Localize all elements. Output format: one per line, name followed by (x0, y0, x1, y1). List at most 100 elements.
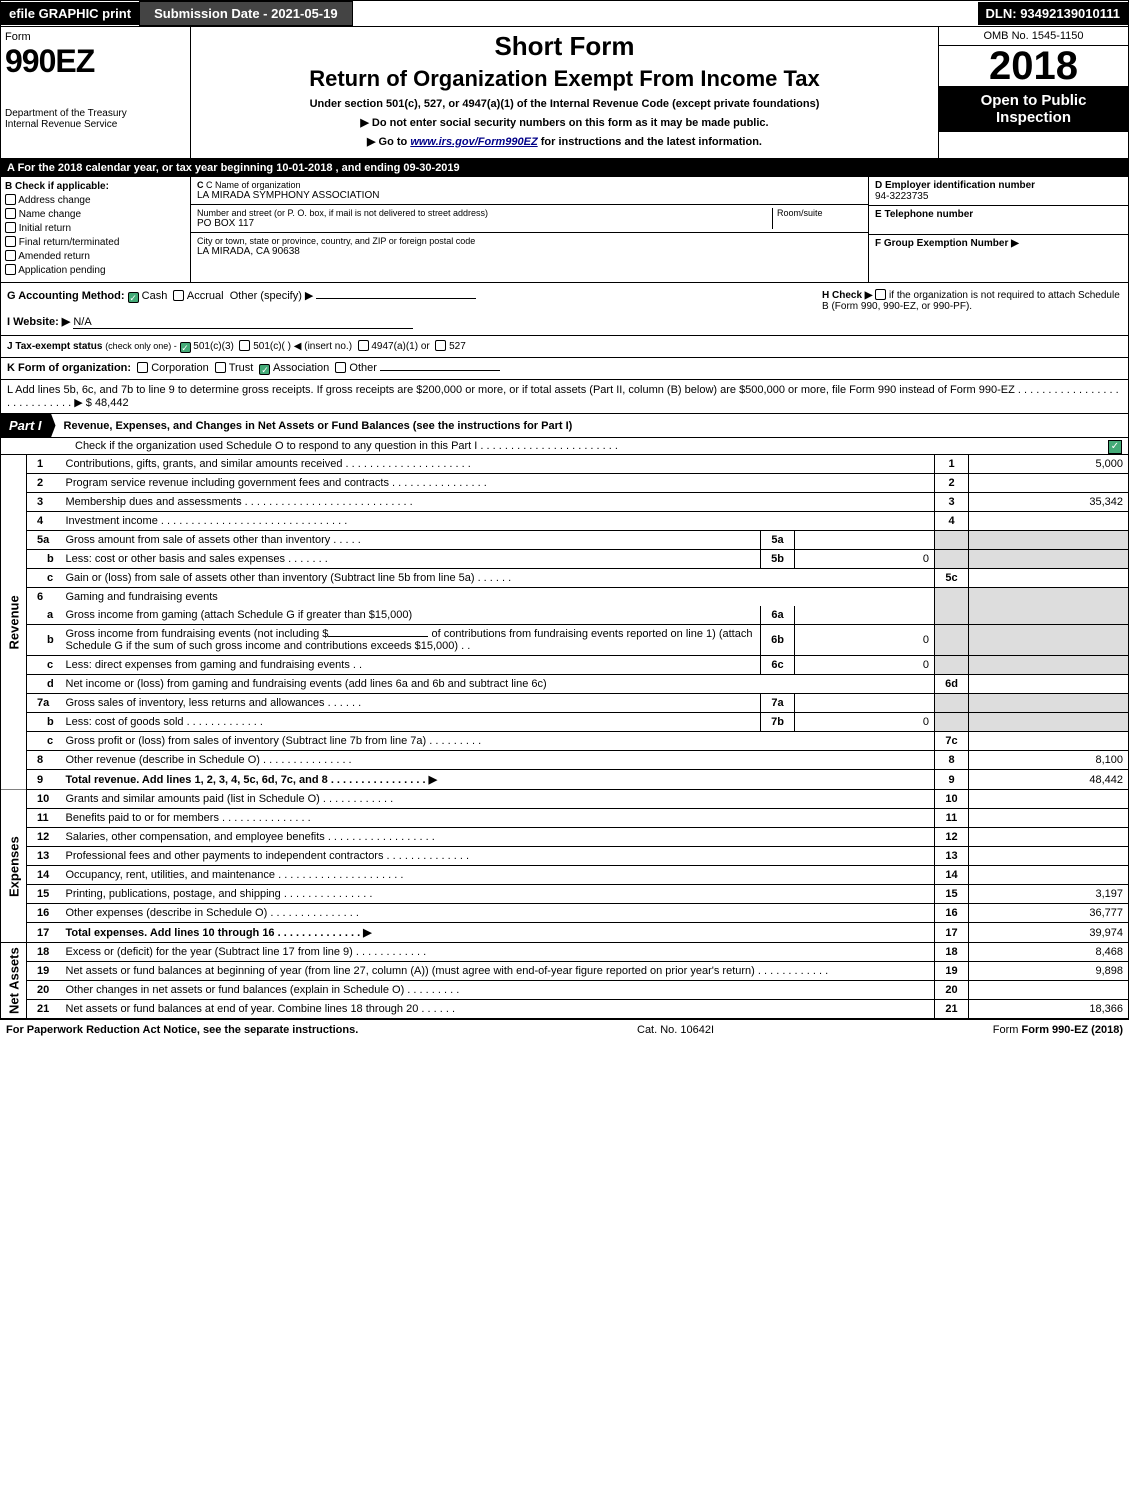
chk-address-change[interactable]: Address change (5, 194, 186, 206)
ln-7a-num: 7a (27, 694, 61, 713)
other-specify-input[interactable] (316, 298, 476, 299)
chk-501c[interactable] (239, 340, 250, 351)
ln-12-desc: Salaries, other compensation, and employ… (61, 828, 935, 847)
chk-association[interactable]: ✓ (259, 364, 270, 375)
chk-schedule-b-not-required[interactable] (875, 289, 886, 300)
line-7a: 7a Gross sales of inventory, less return… (1, 694, 1129, 713)
irs-link[interactable]: www.irs.gov/Form990EZ (410, 136, 537, 148)
ln-13-num: 13 (27, 847, 61, 866)
ln-6a-shade2 (969, 606, 1129, 625)
chk-accrual[interactable] (173, 290, 184, 301)
line-14: 14 Occupancy, rent, utilities, and maint… (1, 866, 1129, 885)
ln-1-val: 5,000 (969, 455, 1129, 474)
chk-501c3[interactable]: ✓ (180, 342, 191, 353)
line-19: 19 Net assets or fund balances at beginn… (1, 962, 1129, 981)
ln-17-num: 17 (27, 923, 61, 943)
irs-label: Internal Revenue Service (5, 119, 186, 130)
h-label: H Check ▶ (822, 290, 872, 301)
line-5a: 5a Gross amount from sale of assets othe… (1, 531, 1129, 550)
city-value: LA MIRADA, CA 90638 (197, 246, 862, 257)
chk-initial-return[interactable]: Initial return (5, 222, 186, 234)
ln-9-num: 9 (27, 770, 61, 790)
ln-11-val (969, 809, 1129, 828)
ln-18-val: 8,468 (969, 943, 1129, 962)
accounting-method: G Accounting Method: ✓ Cash Accrual Othe… (7, 289, 804, 329)
ln-5a-subbox: 5a (761, 531, 795, 550)
chk-amended-return[interactable]: Amended return (5, 250, 186, 262)
ln-7a-subval (795, 694, 935, 713)
ln-5b-subbox: 5b (761, 550, 795, 569)
ln-3-num: 3 (27, 493, 61, 512)
tax-year: 2018 (939, 46, 1128, 86)
tax-period-row: A For the 2018 calendar year, or tax yea… (0, 159, 1129, 177)
chk-trust[interactable] (215, 362, 226, 373)
chk-name-change[interactable]: Name change (5, 208, 186, 220)
chk-schedule-o-used[interactable]: ✓ (1108, 440, 1122, 454)
open-to-public-badge: Open to Public Inspection (939, 86, 1128, 132)
form-header: Form 990EZ Department of the Treasury In… (0, 27, 1129, 159)
page-footer: For Paperwork Reduction Act Notice, see … (0, 1019, 1129, 1040)
opt-4947: 4947(a)(1) or (371, 341, 429, 352)
ln-15-box: 15 (935, 885, 969, 904)
ln-5b-shade (935, 550, 969, 569)
chk-527[interactable] (435, 340, 446, 351)
ln-7b-shade2 (969, 713, 1129, 732)
period-prefix: A For the 2018 calendar year, or tax yea… (7, 162, 276, 174)
ln-2-box: 2 (935, 474, 969, 493)
top-bar: efile GRAPHIC print Submission Date - 20… (0, 0, 1129, 27)
chk-other-org[interactable] (335, 362, 346, 373)
ln-7a-shade2 (969, 694, 1129, 713)
street-label: Number and street (or P. O. box, if mail… (197, 208, 772, 218)
ln-6b-amount-input[interactable] (328, 636, 428, 637)
ln-7a-desc: Gross sales of inventory, less returns a… (61, 694, 761, 713)
line-11: 11 Benefits paid to or for members . . .… (1, 809, 1129, 828)
chk-final-return[interactable]: Final return/terminated (5, 236, 186, 248)
chk-application-pending[interactable]: Application pending (5, 264, 186, 276)
k-label: K Form of organization: (7, 362, 131, 374)
row-g-h: G Accounting Method: ✓ Cash Accrual Othe… (0, 283, 1129, 336)
footer-left: For Paperwork Reduction Act Notice, see … (6, 1024, 358, 1036)
other-org-input[interactable] (380, 370, 500, 371)
ln-13-desc: Professional fees and other payments to … (61, 847, 935, 866)
chk-corporation[interactable] (137, 362, 148, 373)
line-5c: c Gain or (loss) from sale of assets oth… (1, 569, 1129, 588)
ln-5c-num: c (27, 569, 61, 588)
ln-7b-desc: Less: cost of goods sold . . . . . . . .… (61, 713, 761, 732)
ln-14-num: 14 (27, 866, 61, 885)
line-4: 4 Investment income . . . . . . . . . . … (1, 512, 1129, 531)
chk-cash[interactable]: ✓ (128, 292, 139, 303)
ln-6-desc: Gaming and fundraising events (61, 588, 935, 607)
part-1-sub: Check if the organization used Schedule … (0, 438, 1129, 455)
line-8: 8 Other revenue (describe in Schedule O)… (1, 751, 1129, 770)
ln-5b-shade2 (969, 550, 1129, 569)
ln-21-num: 21 (27, 1000, 61, 1019)
ln-8-desc: Other revenue (describe in Schedule O) .… (61, 751, 935, 770)
chk-4947[interactable] (358, 340, 369, 351)
ln-7c-box: 7c (935, 732, 969, 751)
return-title: Return of Organization Exempt From Incom… (201, 66, 928, 92)
line-1: Revenue 1 Contributions, gifts, grants, … (1, 455, 1129, 474)
line-18: Net Assets 18 Excess or (deficit) for th… (1, 943, 1129, 962)
ln-7c-val (969, 732, 1129, 751)
line-15: 15 Printing, publications, postage, and … (1, 885, 1129, 904)
part-1-badge: Part I (1, 414, 56, 437)
ln-6b-subval: 0 (795, 625, 935, 656)
line-5b: b Less: cost or other basis and sales ex… (1, 550, 1129, 569)
ln-18-num: 18 (27, 943, 61, 962)
ln-9-box: 9 (935, 770, 969, 790)
ln-19-num: 19 (27, 962, 61, 981)
g-label: G Accounting Method: (7, 290, 125, 302)
lines-table: Revenue 1 Contributions, gifts, grants, … (0, 455, 1129, 1019)
city-label: City or town, state or province, country… (197, 236, 862, 246)
org-name-value: LA MIRADA SYMPHONY ASSOCIATION (197, 190, 862, 201)
line-2: 2 Program service revenue including gove… (1, 474, 1129, 493)
ln-5a-desc: Gross amount from sale of assets other t… (61, 531, 761, 550)
ln-3-desc: Membership dues and assessments . . . . … (61, 493, 935, 512)
ein-value: 94-3223735 (875, 191, 928, 202)
org-name-label: C C Name of organization (197, 180, 862, 190)
line-20: 20 Other changes in net assets or fund b… (1, 981, 1129, 1000)
ln-8-box: 8 (935, 751, 969, 770)
ln-6c-shade (935, 656, 969, 675)
line-6a: a Gross income from gaming (attach Sched… (1, 606, 1129, 625)
ln-21-box: 21 (935, 1000, 969, 1019)
